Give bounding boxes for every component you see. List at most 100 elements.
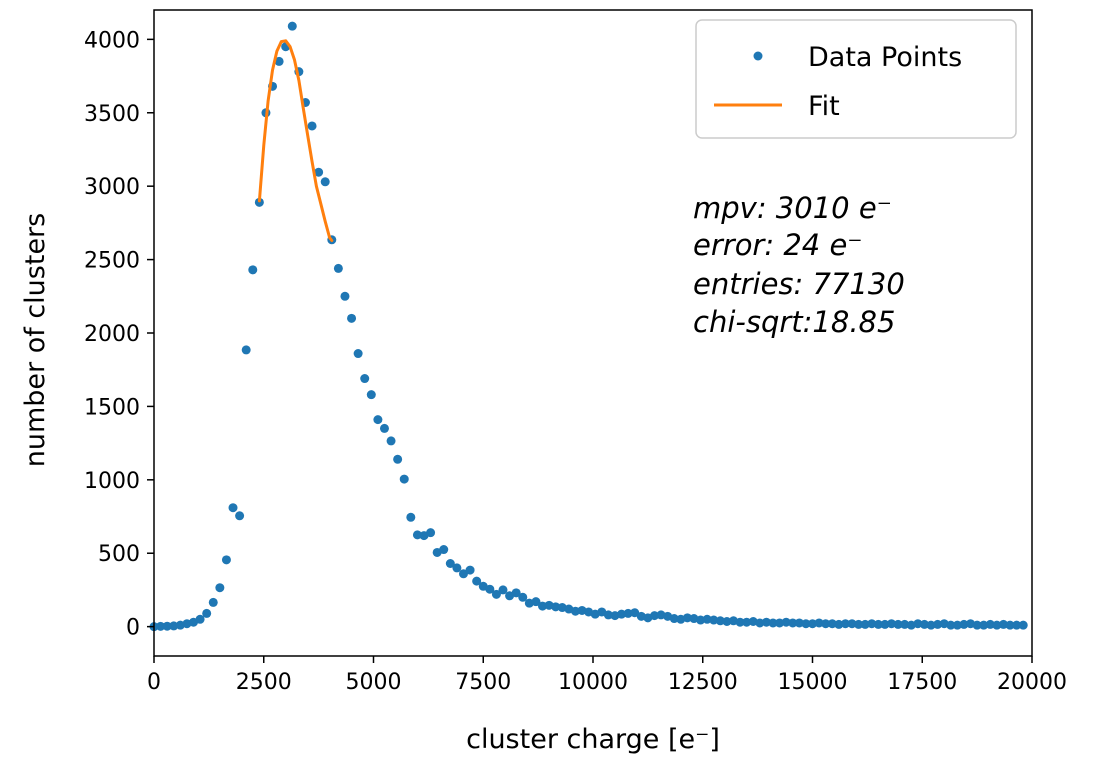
annotation-entries: entries: 77130 [693,267,905,301]
annotation-chi-sqrt: chi-sqrt:18.85 [693,305,895,339]
data-point [913,619,923,629]
data-point [722,616,732,626]
data-point [992,620,1002,630]
data-point [452,563,462,573]
data-point [998,619,1008,629]
data-point [985,619,995,629]
legend-label-fit: Fit [808,91,840,122]
data-point [551,602,561,612]
data-point [755,618,765,628]
data-point [867,619,877,629]
data-point [808,619,817,629]
data-point [933,619,943,629]
data-point [235,511,245,521]
data-point [426,528,436,538]
data-point [709,615,719,625]
y-axis-label: number of clusters [20,213,51,467]
data-point [439,545,449,555]
data-point [406,512,416,522]
legend-label-data-points: Data Points [808,42,962,73]
data-point [465,565,475,575]
data-point [781,617,791,627]
data-point [412,530,422,540]
axis-ticks: 0 2500 5000 7500 10000 12500 15000 17500 20000 0 5… [84,28,1067,695]
data-point [353,349,363,359]
data-point [854,619,864,629]
data-point [814,618,824,628]
data-point [386,436,396,446]
x-tick-label: 0 [147,670,161,695]
data-point [1012,620,1022,630]
x-tick-label: 2500 [236,670,292,695]
data-point [959,619,969,629]
data-point [669,614,679,624]
x-tick-label: 17500 [887,670,957,695]
data-point [241,345,251,355]
data-point [735,617,745,627]
data-point [630,608,640,618]
data-point [366,390,376,400]
data-point [472,576,482,586]
data-point [393,454,403,464]
annotation-block: mpv: 3010 e⁻ error: 24 e⁻ entries: 77130… [693,191,905,339]
data-point [1018,620,1028,630]
data-point [702,614,712,624]
data-point [834,619,844,629]
data-point [873,619,883,629]
y-tick-label: 2000 [84,322,140,347]
data-point [682,613,692,623]
data-point [788,618,798,628]
data-point [202,608,212,618]
data-point [445,559,455,569]
data-point [511,588,521,598]
data-point [794,618,804,628]
data-point [347,313,357,323]
x-tick-label: 15000 [778,670,848,695]
data-point [603,610,613,620]
data-point [900,619,910,629]
legend-marker-data-points [753,51,763,61]
data-point [972,620,982,630]
plot-area [149,21,1028,632]
data-point [340,291,350,301]
data-point [887,619,897,629]
data-point [946,620,956,630]
y-tick-label: 1500 [84,395,140,420]
data-point [162,621,172,631]
data-point [531,597,541,607]
x-tick-label: 20000 [997,670,1067,695]
legend-box [695,19,1017,139]
data-point [801,619,811,629]
data-point [333,263,343,273]
y-tick-label: 3000 [84,175,140,200]
data-point [1005,620,1015,630]
y-tick-label: 3500 [84,102,140,127]
data-point [228,503,238,513]
data-point [274,56,284,66]
data-point [696,615,706,625]
annotation-error: error: 24 e⁻ [693,228,863,262]
data-point [287,21,297,31]
y-tick-label: 4000 [84,28,140,53]
x-axis-label: cluster charge [e⁻] [466,724,720,755]
x-tick-label: 12500 [668,670,738,695]
data-point [485,584,495,594]
data-point [518,592,528,602]
data-point [775,618,785,628]
y-tick-label: 2500 [84,249,140,274]
fit-line [257,39,334,242]
data-point [156,621,166,631]
data-point [538,601,548,611]
data-point [860,619,870,629]
data-point [821,619,831,629]
data-point [195,614,205,624]
y-tick-label: 1000 [84,469,140,494]
data-point [570,606,580,616]
data-point [373,415,383,425]
data-point [379,423,389,433]
data-point [768,618,778,628]
data-point [840,619,850,629]
data-point [215,583,225,593]
data-point [761,617,771,627]
data-point [498,585,508,595]
